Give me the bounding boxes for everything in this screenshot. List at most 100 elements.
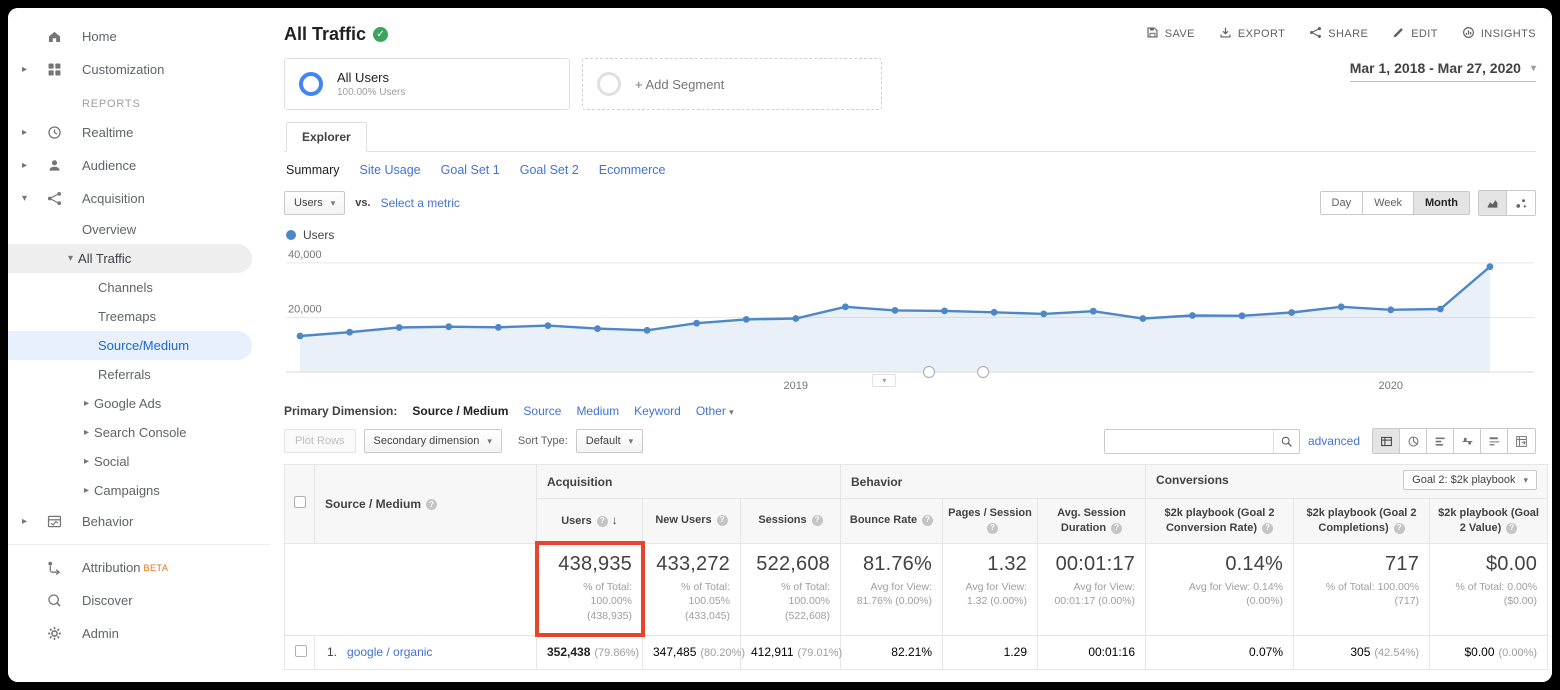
- add-segment-button[interactable]: + Add Segment: [582, 58, 882, 110]
- help-icon[interactable]: ?: [987, 522, 998, 534]
- dimension-keyword[interactable]: Keyword: [634, 404, 681, 418]
- timeline-expand-button[interactable]: ▾: [872, 374, 897, 387]
- source-medium-link[interactable]: google / organic: [347, 645, 433, 660]
- tab-summary[interactable]: Summary: [286, 163, 340, 177]
- sidebar-item-realtime[interactable]: ▸ Realtime: [8, 116, 270, 149]
- report-tabs: Summary Site Usage Goal Set 1 Goal Set 2…: [284, 152, 1536, 186]
- sort-desc-icon: ↓: [611, 513, 618, 528]
- col-header-source-medium[interactable]: Source / Medium?: [314, 464, 537, 544]
- comparison-view-icon[interactable]: [1454, 429, 1481, 453]
- share-button[interactable]: SHARE: [1309, 26, 1368, 42]
- add-segment-label: + Add Segment: [635, 76, 725, 92]
- goal-selector-dropdown[interactable]: Goal 2: $2k playbook ▾: [1403, 470, 1538, 490]
- tab-goal-set-1[interactable]: Goal Set 1: [440, 163, 500, 177]
- cell-goal-completions: 305 (42.54%): [1293, 634, 1431, 670]
- data-table-view-icon[interactable]: [1373, 429, 1400, 453]
- help-icon[interactable]: ?: [811, 515, 823, 527]
- line-chart-icon[interactable]: [1479, 191, 1507, 215]
- pivot-view-icon[interactable]: [1508, 429, 1535, 453]
- granularity-week[interactable]: Week: [1363, 192, 1415, 214]
- sidebar-item-discover[interactable]: Discover: [8, 584, 270, 617]
- col-header-new-users[interactable]: New Users?: [642, 498, 741, 544]
- segment-all-users[interactable]: All Users 100.00% Users: [284, 58, 570, 110]
- report-header: All Traffic ✓ SAVE EXPORT SHARE EDIT INS…: [284, 12, 1536, 56]
- attribution-icon: [44, 559, 64, 576]
- tab-explorer[interactable]: Explorer: [286, 122, 367, 152]
- metric-dropdown[interactable]: Users ▾: [284, 191, 346, 215]
- sidebar-item-audience[interactable]: ▸ Audience: [8, 149, 270, 182]
- insights-button[interactable]: INSIGHTS: [1462, 26, 1536, 42]
- chevron-right-icon: ▸: [84, 398, 90, 409]
- help-icon[interactable]: ?: [1111, 522, 1123, 534]
- sidebar-item-all-traffic[interactable]: ▾ All Traffic: [8, 244, 252, 273]
- chevron-down-icon: ▾: [729, 407, 734, 417]
- help-icon[interactable]: ?: [596, 516, 608, 528]
- dimension-source[interactable]: Source: [523, 404, 562, 418]
- report-table: Source / Medium? Acquisition Behavior Co…: [284, 464, 1549, 670]
- help-icon[interactable]: ?: [426, 498, 438, 510]
- chevron-right-icon: ▸: [22, 64, 28, 75]
- help-icon[interactable]: ?: [1506, 522, 1518, 534]
- percentage-view-icon[interactable]: [1400, 429, 1427, 453]
- date-range-picker[interactable]: Mar 1, 2018 - Mar 27, 2020 ▾: [1349, 58, 1536, 82]
- sidebar-item-campaigns[interactable]: ▸ Campaigns: [84, 483, 160, 498]
- tab-goal-set-2[interactable]: Goal Set 2: [519, 163, 579, 177]
- help-icon[interactable]: ?: [1262, 522, 1274, 534]
- sidebar-item-behavior[interactable]: ▸ Behavior: [8, 505, 270, 538]
- sidebar-item-referrals[interactable]: Referrals: [98, 367, 151, 382]
- granularity-day[interactable]: Day: [1320, 192, 1364, 214]
- sidebar-item-social[interactable]: ▸ Social: [84, 454, 130, 469]
- search-input[interactable]: [1104, 429, 1273, 453]
- sidebar-item-admin[interactable]: Admin: [8, 617, 270, 650]
- help-icon[interactable]: ?: [922, 515, 934, 527]
- col-header-pages-session[interactable]: Pages / Session?: [942, 498, 1038, 544]
- chevron-down-icon: ▾: [487, 435, 492, 446]
- help-icon[interactable]: ?: [1393, 522, 1405, 534]
- export-button[interactable]: EXPORT: [1219, 26, 1285, 42]
- col-header-users[interactable]: Users? ↓: [536, 498, 643, 544]
- tab-site-usage[interactable]: Site Usage: [359, 163, 421, 177]
- dimension-other[interactable]: Other ▾: [695, 404, 734, 418]
- sidebar-item-google-ads[interactable]: ▸ Google Ads: [84, 396, 162, 411]
- sidebar-item-search-console[interactable]: ▸ Search Console: [84, 425, 187, 440]
- users-line-chart[interactable]: 20,000 40,000 2019 2020: [284, 246, 1536, 396]
- col-header-goal-conversion-rate[interactable]: $2k playbook (Goal 2 Conversion Rate)?: [1145, 498, 1295, 544]
- plot-rows-button[interactable]: Plot Rows: [284, 429, 356, 453]
- motion-chart-icon[interactable]: [1507, 191, 1535, 215]
- sidebar-item-home[interactable]: Home: [8, 20, 270, 53]
- col-header-goal-completions[interactable]: $2k playbook (Goal 2 Completions)?: [1293, 498, 1431, 544]
- select-metric-link[interactable]: Select a metric: [380, 196, 460, 210]
- sidebar-item-attribution[interactable]: Attribution BETA: [8, 551, 270, 584]
- sidebar-item-source-medium[interactable]: Source/Medium: [8, 331, 252, 360]
- cell-goal-conversion-rate: 0.07%: [1145, 634, 1295, 670]
- search-icon[interactable]: [1272, 429, 1299, 453]
- svg-text:20,000: 20,000: [288, 304, 322, 316]
- dimension-source-medium[interactable]: Source / Medium: [412, 404, 509, 418]
- secondary-dimension-dropdown[interactable]: Secondary dimension ▾: [363, 429, 502, 453]
- table-search: advanced: [1103, 428, 1536, 454]
- tab-ecommerce[interactable]: Ecommerce: [598, 163, 666, 177]
- sidebar-item-treemaps[interactable]: Treemaps: [98, 309, 157, 324]
- sidebar-item-acquisition[interactable]: ▾ Acquisition: [8, 182, 270, 215]
- dimension-medium[interactable]: Medium: [576, 404, 620, 418]
- row-rank: 1.: [327, 645, 338, 660]
- advanced-search-link[interactable]: advanced: [1307, 434, 1360, 448]
- sort-type-dropdown[interactable]: Default ▾: [575, 429, 644, 453]
- granularity-month[interactable]: Month: [1414, 192, 1469, 214]
- sidebar-item-customization[interactable]: ▸ Customization: [8, 53, 270, 86]
- col-header-sessions[interactable]: Sessions?: [740, 498, 841, 544]
- realtime-clock-icon: [44, 124, 64, 141]
- save-button[interactable]: SAVE: [1146, 26, 1195, 42]
- col-header-goal-value[interactable]: $2k playbook (Goal 2 Value)?: [1429, 498, 1549, 544]
- sidebar-item-overview[interactable]: Overview: [82, 222, 137, 237]
- edit-button[interactable]: EDIT: [1392, 26, 1438, 42]
- performance-view-icon[interactable]: [1427, 429, 1454, 453]
- col-header-bounce-rate[interactable]: Bounce Rate?: [840, 498, 943, 544]
- sidebar-item-channels[interactable]: Channels: [98, 280, 153, 295]
- col-header-avg-session-duration[interactable]: Avg. Session Duration?: [1036, 498, 1147, 544]
- app-window: Home ▸ Customization REPORTS ▸ Realtime …: [8, 8, 1552, 682]
- term-cloud-view-icon[interactable]: [1481, 429, 1508, 453]
- select-all-checkbox[interactable]: [293, 496, 306, 509]
- help-icon[interactable]: ?: [716, 515, 728, 527]
- row-checkbox[interactable]: [295, 644, 307, 657]
